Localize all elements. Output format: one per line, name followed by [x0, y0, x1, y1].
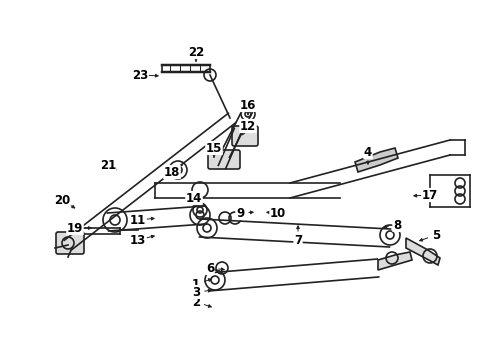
Text: 16: 16	[240, 99, 256, 112]
Text: 1: 1	[192, 278, 200, 291]
Text: 15: 15	[206, 141, 222, 154]
Text: 4: 4	[364, 145, 372, 158]
FancyBboxPatch shape	[208, 150, 240, 169]
Polygon shape	[378, 252, 412, 270]
Text: 20: 20	[54, 194, 70, 207]
Text: 5: 5	[432, 229, 440, 242]
Text: 11: 11	[130, 213, 146, 226]
Text: 21: 21	[100, 158, 116, 171]
Text: 9: 9	[236, 207, 244, 220]
Text: 10: 10	[270, 207, 286, 220]
Text: 19: 19	[67, 221, 83, 234]
Text: 7: 7	[294, 234, 302, 247]
Text: 2: 2	[192, 296, 200, 309]
Text: 6: 6	[206, 261, 214, 274]
Polygon shape	[355, 148, 398, 172]
Text: 8: 8	[393, 219, 401, 231]
Text: 13: 13	[130, 234, 146, 247]
FancyBboxPatch shape	[232, 126, 258, 146]
Text: 17: 17	[422, 189, 438, 202]
Text: 12: 12	[240, 120, 256, 132]
Text: 23: 23	[132, 68, 148, 81]
Text: 22: 22	[188, 45, 204, 59]
Text: 18: 18	[164, 166, 180, 179]
Polygon shape	[406, 238, 440, 265]
Text: 3: 3	[192, 285, 200, 298]
Text: 14: 14	[186, 192, 202, 204]
FancyBboxPatch shape	[56, 232, 84, 254]
